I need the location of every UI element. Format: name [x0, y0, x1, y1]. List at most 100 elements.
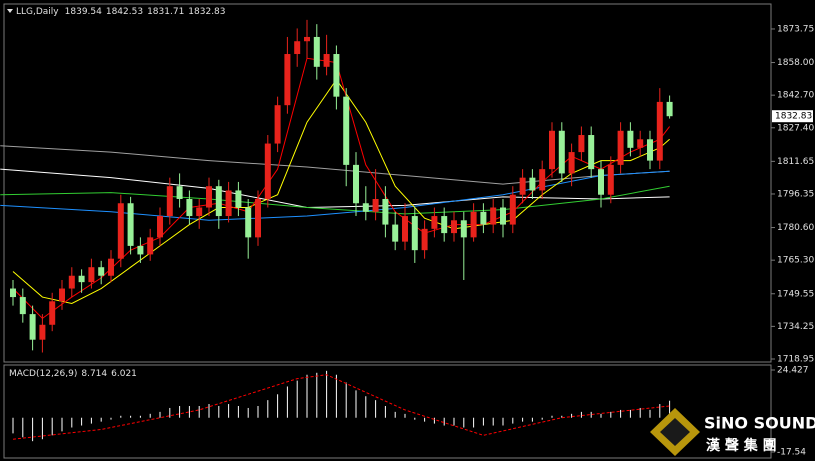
close-value: 1832.83 — [188, 7, 225, 17]
candle-body — [304, 36, 310, 42]
candle-body — [666, 101, 673, 117]
menu-arrow — [7, 9, 13, 13]
candle-body — [441, 216, 448, 234]
candle-body — [382, 198, 389, 225]
macd-header: MACD(12,26,9) 8.714 6.021 — [9, 369, 137, 379]
y-tick-label: 1827.40 — [777, 123, 814, 133]
y-tick-label: 1811.65 — [777, 157, 814, 167]
candle-body — [392, 224, 399, 242]
macd-value: 8.714 — [81, 369, 107, 379]
candle-body — [98, 267, 105, 276]
candle-body — [333, 54, 340, 97]
candle-body — [78, 275, 85, 283]
moving-average — [12, 78, 670, 304]
candle-body — [343, 96, 350, 165]
candle-body — [431, 216, 438, 229]
y-tick-label: -17.54 — [777, 448, 806, 458]
y-tick-label: 1780.60 — [777, 223, 814, 233]
candle-body — [235, 190, 242, 208]
candle-body — [49, 301, 56, 325]
candle-body — [108, 258, 114, 276]
candle-body — [274, 105, 281, 144]
candle-body — [127, 203, 134, 246]
candle-body — [362, 203, 369, 212]
candle-body — [598, 169, 604, 195]
chart-header: LLG,Daily 1839.54 1842.53 1831.71 1832.83 — [16, 7, 226, 17]
candle-body — [206, 186, 212, 208]
logo-subtitle: 漢 聲 集 團 — [706, 437, 777, 454]
candle-body — [500, 207, 506, 225]
y-tick-label: 1749.55 — [777, 289, 814, 299]
price-marker — [772, 110, 813, 123]
candle-body — [39, 324, 46, 340]
candle-body — [68, 275, 75, 289]
candle-body — [637, 139, 644, 148]
candle-body — [255, 198, 261, 238]
candle-body — [166, 186, 173, 217]
y-tick-label: 1858.00 — [777, 58, 814, 68]
candle-body — [470, 211, 477, 238]
candle-body — [656, 101, 663, 161]
open-value: 1839.54 — [65, 7, 102, 17]
candle-body — [294, 41, 301, 55]
candle-body — [59, 288, 65, 302]
candle-body — [647, 139, 653, 161]
candle-body — [215, 186, 222, 217]
signal-value: 6.021 — [111, 369, 137, 379]
candle-body — [568, 152, 575, 174]
logo: SiNO SOUND 漢 聲 集 團 — [650, 408, 815, 456]
candle-body — [607, 164, 614, 195]
plot: 1873.75 1858.00 1842.70 1827.40 1811.65 1796.… — [0, 19, 814, 458]
candle-body — [147, 237, 154, 255]
candle-body — [451, 220, 457, 234]
low-value: 1831.71 — [147, 7, 184, 17]
candle-body — [176, 186, 183, 199]
candle-body — [264, 143, 271, 199]
candle-body — [627, 130, 634, 148]
candle-body — [539, 169, 546, 191]
y-tick-label: 1734.25 — [777, 322, 814, 332]
candle-body — [578, 135, 585, 153]
candle-body — [29, 314, 36, 340]
candle-body — [10, 288, 16, 298]
candle-body — [372, 198, 379, 212]
signal-line — [12, 374, 670, 440]
y-tick-label: 24.427 — [777, 366, 809, 376]
candle-body — [284, 54, 291, 106]
candle-body — [402, 216, 408, 242]
candle-body — [490, 207, 497, 225]
main-frame — [3, 3, 772, 363]
y-tick-label: 1796.35 — [777, 189, 814, 199]
candle-body — [558, 130, 565, 174]
high-value: 1842.53 — [106, 7, 143, 17]
candle-body — [509, 194, 516, 225]
candle-body — [245, 207, 252, 238]
logo-inner — [660, 418, 690, 446]
y-tick-label: 1873.75 — [777, 24, 814, 34]
candle-body — [411, 216, 418, 251]
candle-body — [529, 177, 536, 191]
candle-body — [117, 203, 124, 259]
y-tick-label: 1718.95 — [777, 354, 814, 364]
candle-body — [353, 164, 359, 204]
candle-body — [421, 228, 428, 251]
candle-body — [186, 198, 193, 217]
candle-body — [225, 190, 232, 217]
candle-body — [196, 207, 203, 217]
candle-body — [549, 130, 555, 170]
candle-body — [588, 135, 595, 170]
macd-frame — [3, 364, 772, 459]
candle-body — [313, 36, 320, 67]
moving-average — [12, 57, 670, 320]
candle-body — [460, 220, 467, 238]
y-tick-label: 1765.30 — [777, 256, 814, 266]
candle-body — [137, 245, 144, 255]
price-marker-label: 1832.83 — [775, 112, 812, 122]
chart-title: LLG,Daily — [16, 7, 59, 17]
logo-name: SiNO SOUND — [704, 414, 815, 433]
candle-body — [519, 177, 526, 195]
candle-body — [88, 267, 95, 283]
candle-body — [323, 54, 330, 67]
candle-body — [480, 211, 487, 225]
